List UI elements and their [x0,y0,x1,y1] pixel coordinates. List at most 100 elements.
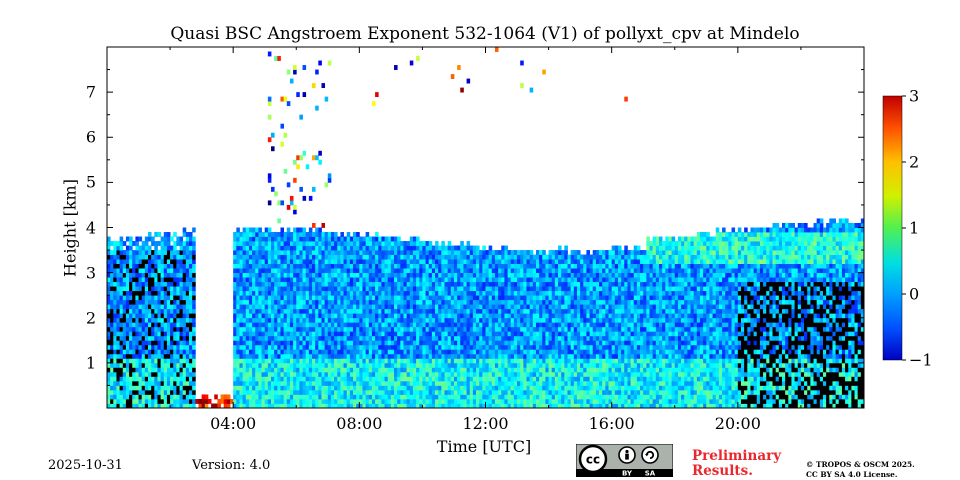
heatmap-cell [154,389,158,395]
heatmap-cell-invalid [135,349,139,355]
heatmap-cell [274,376,278,382]
heatmap-cell [425,367,430,373]
heatmap-cell-invalid [166,290,171,296]
heatmap-cell [283,281,288,287]
heatmap-cell [173,322,177,328]
heatmap-cell [428,277,433,283]
heatmap-cell [353,313,357,319]
heatmap-cell [129,254,133,260]
heatmap-cell [261,394,266,400]
heatmap-cell [349,358,354,364]
heatmap-cell [447,358,452,364]
heatmap-cell [157,389,162,395]
heatmap-cell [491,281,496,287]
heatmap-cell [233,389,237,395]
heatmap-cell-invalid [192,281,196,287]
heatmap-cell [353,241,357,246]
heatmap-cell [435,335,439,341]
heatmap-cell [435,272,439,278]
heatmap-cell [526,272,531,278]
heatmap-cell [491,263,496,269]
heatmap-cell [431,313,436,319]
heatmap-cell [412,290,417,296]
heatmap-cell [548,385,553,391]
heatmap-cell [182,290,187,296]
heatmap-cell [346,344,351,350]
heatmap-cell-invalid [135,380,139,386]
heatmap-cell [551,394,556,400]
heatmap-cell [466,403,471,408]
heatmap-cell [403,268,408,274]
heatmap-cell [435,313,439,319]
heatmap-cell [255,331,259,337]
heatmap-cell [412,241,417,246]
heatmap-cell-invalid [170,349,174,355]
heatmap-cell [173,245,177,251]
heatmap-cell [308,268,313,274]
heatmap-cell [545,385,549,391]
heatmap-cell [107,263,111,269]
heatmap-cell [441,304,445,310]
heatmap-cell-invalid [173,281,177,287]
heatmap-cell [526,295,531,301]
heatmap-cell [182,380,187,386]
heatmap-cell [457,272,461,278]
heatmap-cell [447,326,452,332]
heatmap-cell [444,259,449,264]
heatmap-cell [154,286,158,292]
heatmap-cell [387,385,392,391]
heatmap-cell [122,349,127,355]
heatmap-cell [113,326,117,332]
heatmap-cell [154,277,158,283]
heatmap-cell [340,277,344,283]
heatmap-cell [129,385,133,391]
heatmap-cell [312,340,316,346]
heatmap-cell [299,186,303,192]
heatmap-cell [107,376,111,382]
heatmap-cell [289,295,294,301]
heatmap-cell [406,340,411,346]
heatmap-cell [532,371,537,377]
heatmap-cell [132,268,136,274]
heatmap-cell [305,385,310,391]
heatmap-cell [428,403,433,408]
heatmap-cell [274,358,278,364]
heatmap-cell [119,331,124,337]
heatmap-cell [312,299,316,305]
heatmap-cell [248,245,253,251]
heatmap-cell [390,371,395,377]
heatmap-cell [293,65,297,70]
heatmap-cell [299,358,303,364]
heatmap-cell [138,272,143,278]
heatmap-cell [425,281,430,287]
heatmap-cell [431,340,436,346]
heatmap-cell [529,376,534,382]
heatmap-cell [441,376,445,382]
heatmap-cell [438,295,442,301]
heatmap-cell-invalid [129,281,133,287]
heatmap-cell [463,286,467,292]
heatmap-cell [381,259,385,264]
heatmap-cell [416,371,420,377]
heatmap-cell [236,331,240,337]
heatmap-cell [334,340,338,346]
heatmap-cell [122,259,127,264]
heatmap-cell [507,331,512,337]
heatmap-cell [110,295,114,301]
heatmap-cell [428,304,433,310]
heatmap-cell [371,295,376,301]
heatmap-cell [245,277,250,283]
heatmap-cell [356,349,360,355]
heatmap-cell [239,281,244,287]
heatmap-cell [283,272,288,278]
heatmap-cell [116,389,121,395]
heatmap-cell [494,263,499,269]
heatmap-cell-invalid [107,349,111,355]
heatmap-cell [488,394,493,400]
heatmap-cell [498,335,502,341]
heatmap-cell [138,308,143,314]
heatmap-cell [378,290,382,296]
heatmap-cell [460,286,464,292]
heatmap-cell [482,403,486,408]
heatmap-cell [520,272,524,278]
